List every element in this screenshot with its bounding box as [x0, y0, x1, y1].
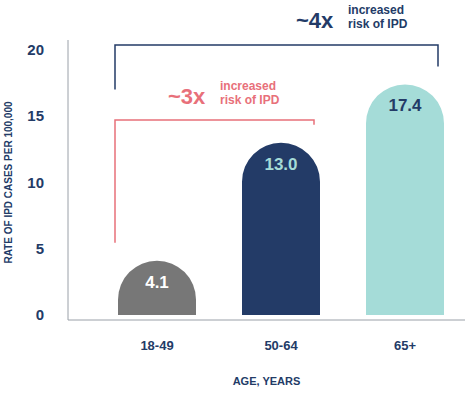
- annotation-subtext: increased: [348, 3, 404, 17]
- data-label: 4.1: [145, 273, 169, 292]
- bars: [118, 84, 444, 315]
- x-tick-label: 18-49: [140, 338, 173, 353]
- x-axis-label: AGE, YEARS: [233, 375, 301, 387]
- y-tick-label: 20: [27, 41, 44, 58]
- y-tick-label: 15: [27, 107, 44, 124]
- chart: 0 5 10 15 20 RATE OF IPD CASES PER 100,000 4.1…: [0, 0, 467, 393]
- annotation-text: ~3x: [168, 84, 206, 109]
- bar: [242, 143, 320, 315]
- annotation-subtext: risk of IPD: [348, 17, 408, 31]
- bar: [366, 84, 444, 315]
- data-label: 17.4: [388, 96, 422, 115]
- annotation-subtext: risk of IPD: [220, 93, 280, 107]
- x-axis: [68, 320, 465, 321]
- y-tick-label: 5: [36, 240, 44, 257]
- annotation-subtext: increased: [220, 79, 276, 93]
- data-label: 13.0: [264, 155, 297, 174]
- bracket: [115, 120, 314, 243]
- bar: [118, 261, 196, 315]
- y-tick-label: 10: [27, 174, 44, 191]
- y-tick-label: 0: [36, 306, 44, 323]
- x-tick-label: 50-64: [264, 338, 298, 353]
- annotation-text: ~4x: [296, 8, 334, 33]
- y-axis: [68, 40, 69, 320]
- y-axis-label: RATE OF IPD CASES PER 100,000: [3, 101, 14, 264]
- bracket: [115, 45, 438, 89]
- x-tick-label: 65+: [394, 338, 416, 353]
